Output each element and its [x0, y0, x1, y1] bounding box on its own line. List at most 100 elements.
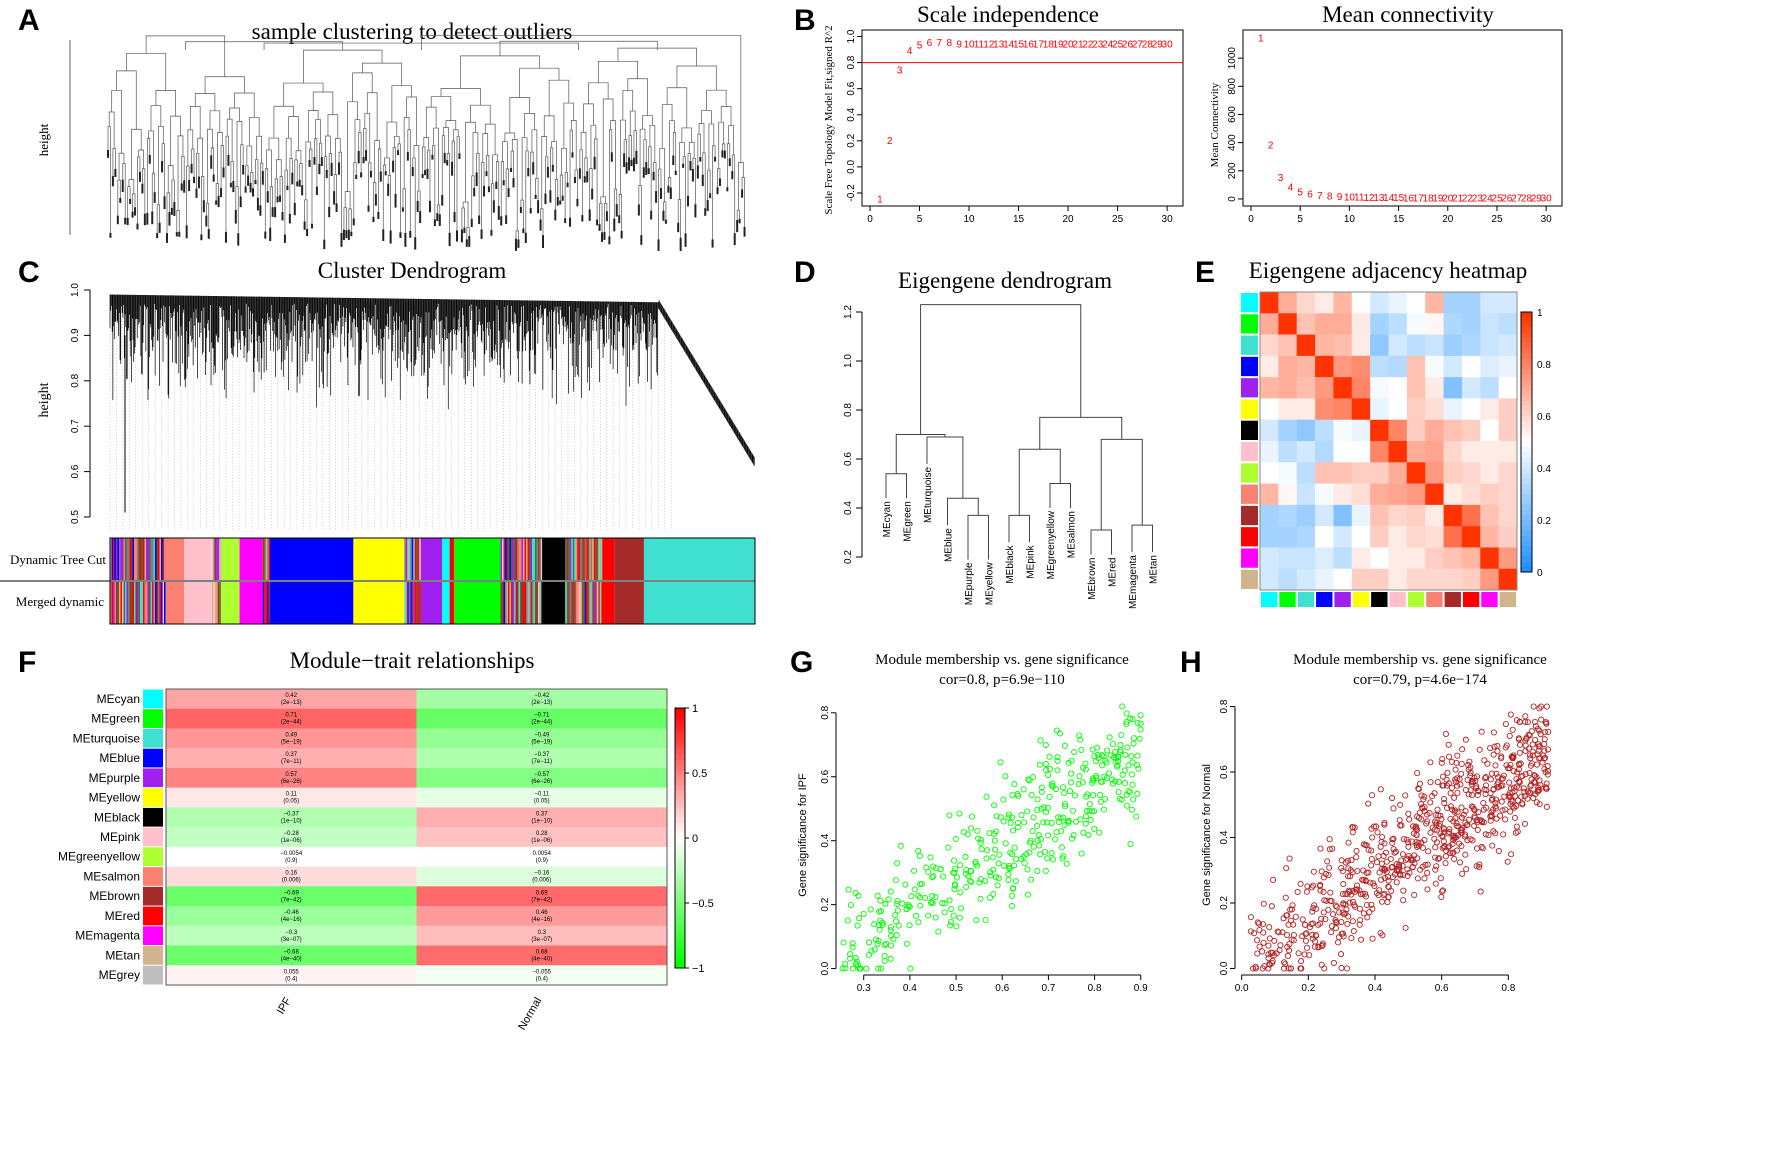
gs-normal-scatter-point: [1445, 830, 1452, 837]
gs-normal-scatter-point: [1538, 716, 1545, 723]
gs-normal-scatter-point: [1489, 842, 1496, 849]
module-color-block: [614, 582, 644, 624]
adjacency-cell: [1406, 377, 1426, 399]
sample-dendrogram-branch: [382, 164, 387, 230]
gs-ipf-scatter-point: [940, 873, 947, 880]
sample-dendrogram-branch: [230, 161, 234, 183]
trait-cor-value: 0.16: [285, 871, 297, 877]
adjacency-cell: [1333, 462, 1353, 484]
gs-normal-scatter-point: [1412, 825, 1420, 832]
gs-ipf-scatter-point: [1066, 788, 1074, 795]
gs-normal-scatter-xtick-label: 0.2: [1301, 983, 1315, 994]
sample-dendrogram-branch: [627, 78, 648, 116]
module-color-stripe: [587, 538, 590, 580]
gs-ipf-scatter-point: [849, 965, 857, 972]
sample-dendrogram-branch: [441, 135, 446, 195]
module-color-block: [353, 538, 405, 580]
gs-normal-scatter-point: [1489, 795, 1496, 802]
gs-ipf-scatter-point: [908, 893, 915, 900]
sample-dendrogram-branch: [392, 147, 396, 195]
trait-p-value: (0.9): [285, 858, 297, 864]
gs-normal-scatter-point: [1306, 952, 1313, 959]
gs-normal-scatter-point: [1454, 752, 1461, 759]
gs-normal-scatter-point: [1476, 864, 1483, 871]
sample-dendrogram-branch: [248, 117, 260, 146]
module-color-block: [454, 582, 501, 624]
module-color-stripe: [511, 538, 513, 580]
eigengene-leaf-label: MEtan: [1149, 555, 1160, 584]
eigengene-leaf-label: MEgreenyellow: [1046, 510, 1057, 579]
module-color-stripe: [268, 538, 271, 580]
gs-normal-scatter-point: [1516, 779, 1523, 786]
module-row-label: MEyellow: [89, 791, 141, 805]
sample-dendrogram-branch: [151, 172, 156, 212]
sample-leaf-label: [684, 233, 687, 247]
gs-normal-scatter-point: [1509, 754, 1516, 761]
gs-normal-scatter-point: [1297, 880, 1304, 887]
sample-leaf-label: [728, 158, 731, 167]
mean-connectivity-xtick-label: 10: [1344, 214, 1356, 225]
module-color-stripe: [532, 538, 534, 580]
sample-dendrogram-branch: [364, 113, 371, 163]
colorbar-segment: [675, 869, 685, 875]
adjacency-cell: [1333, 419, 1353, 442]
gs-ipf-scatter-point: [946, 812, 953, 819]
gs-ipf-scatter-point: [1084, 791, 1091, 798]
sample-dendrogram-branch: [196, 152, 200, 189]
scale-independence-power-point: 7: [937, 38, 943, 49]
gs-normal-scatter-point: [1266, 960, 1273, 968]
module-color-stripe: [580, 538, 582, 580]
adjacency-cell: [1443, 462, 1463, 484]
gs-ipf-scatter-point: [917, 902, 924, 909]
gs-normal-scatter-point: [1252, 965, 1259, 972]
panel-d-ytick-label: 0.8: [843, 403, 854, 417]
module-col-color: [1481, 592, 1498, 607]
sample-leaf-label: [261, 170, 264, 185]
sample-leaf-label: [212, 174, 215, 182]
sample-leaf-label: [657, 239, 660, 251]
gs-normal-scatter-point: [1339, 909, 1346, 916]
gs-normal-scatter-point: [1427, 829, 1434, 836]
gs-normal-scatter-point: [1349, 918, 1356, 925]
panel-d-ytick-label: 1.0: [843, 354, 854, 368]
gs-normal-scatter-point: [1452, 766, 1459, 773]
gs-ipf-scatter-point: [1078, 850, 1085, 857]
gs-normal-scatter-point: [1269, 957, 1276, 965]
adjacency-cell: [1480, 313, 1499, 335]
gs-ipf-scatter-point: [1049, 783, 1056, 790]
sample-dendrogram-branch: [145, 35, 226, 77]
gs-normal-scatter-point: [1543, 803, 1550, 810]
sample-leaf-label: [583, 176, 586, 183]
gs-ipf-scatter-point: [847, 901, 854, 909]
sample-leaf-label: [615, 204, 618, 217]
gs-ipf-scatter-point: [951, 869, 958, 876]
module-color-stripe: [411, 538, 414, 580]
sample-dendrogram-branch: [167, 165, 174, 193]
adjacency-cell: [1425, 313, 1444, 335]
gs-ipf-scatter-point: [956, 914, 963, 921]
sample-dendrogram-branch: [170, 115, 181, 166]
sample-dendrogram-branch: [697, 133, 701, 166]
module-color-stripe: [581, 582, 584, 624]
trait-p-value: (1e−10): [281, 818, 302, 824]
module-color-stripe: [407, 538, 409, 580]
gs-normal-scatter-point: [1406, 816, 1413, 823]
gs-normal-scatter-point: [1354, 867, 1361, 875]
module-color-stripe: [586, 538, 588, 580]
gs-normal-scatter-point: [1276, 947, 1283, 954]
gs-normal-scatter-point: [1335, 934, 1342, 941]
gs-ipf-scatter-point: [1130, 796, 1137, 803]
sample-leaf-label: [239, 196, 242, 208]
sample-dendrogram-branch: [622, 90, 634, 121]
module-color-stripe: [595, 538, 597, 580]
sample-dendrogram-branch: [569, 129, 573, 218]
scale-independence-ytick-label: -0.2: [846, 184, 857, 202]
trait-cell: [416, 689, 667, 710]
trait-p-value: (2e−13): [281, 700, 302, 706]
module-color-block: [221, 538, 240, 580]
gs-normal-scatter-point: [1389, 863, 1396, 870]
sample-dendrogram-branch: [127, 186, 131, 218]
gs-ipf-scatter-point: [1137, 712, 1144, 719]
sample-leaf-label: [163, 196, 166, 210]
sample-dendrogram-branch: [260, 162, 264, 206]
